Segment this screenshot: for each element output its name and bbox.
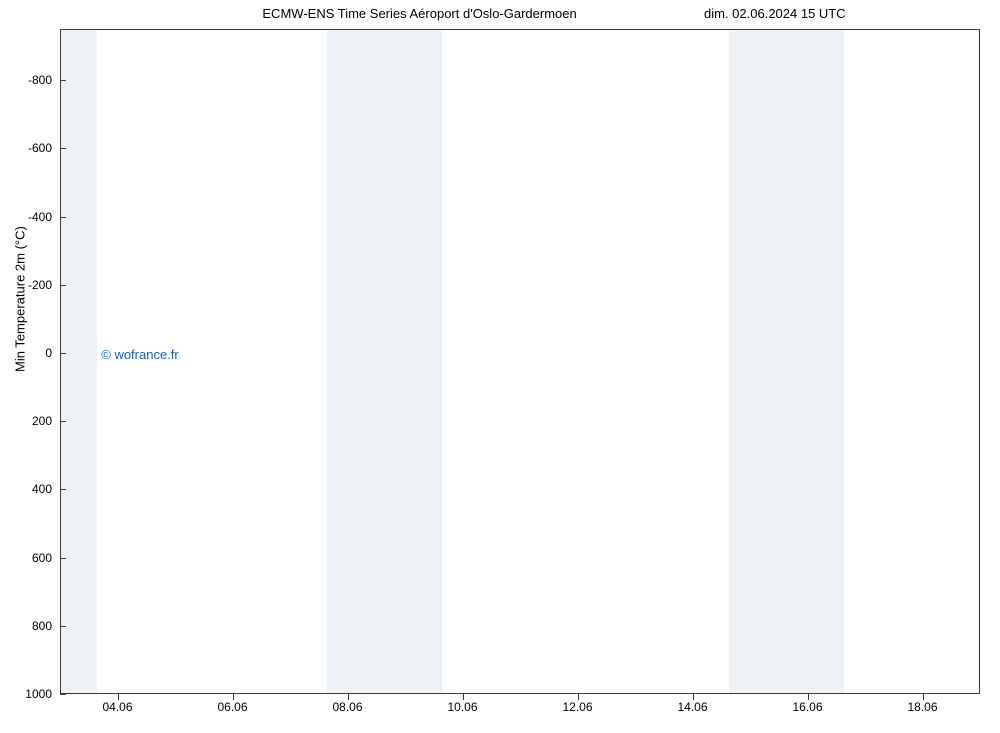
chart-container: ECMW-ENS Time Series Aéroport d'Oslo-Gar… bbox=[0, 0, 1000, 733]
y-tick-mark bbox=[60, 626, 66, 627]
x-tick-label: 12.06 bbox=[562, 700, 592, 714]
x-tick-mark bbox=[578, 694, 579, 700]
chart-title-right: dim. 02.06.2024 15 UTC bbox=[704, 6, 846, 21]
x-tick-label: 04.06 bbox=[102, 700, 132, 714]
y-tick-mark bbox=[60, 694, 66, 695]
y-tick-label: -400 bbox=[12, 210, 52, 224]
x-tick-label: 08.06 bbox=[332, 700, 362, 714]
shaded-band bbox=[327, 30, 385, 693]
shaded-band bbox=[384, 30, 442, 693]
x-tick-label: 16.06 bbox=[792, 700, 822, 714]
y-tick-label: 1000 bbox=[12, 687, 52, 701]
plot-area: © wofrance.fr bbox=[60, 29, 980, 694]
y-tick-label: 400 bbox=[12, 482, 52, 496]
y-tick-mark bbox=[60, 285, 66, 286]
x-tick-mark bbox=[348, 694, 349, 700]
y-tick-label: -800 bbox=[12, 73, 52, 87]
chart-title-left: ECMW-ENS Time Series Aéroport d'Oslo-Gar… bbox=[262, 6, 576, 21]
x-tick-mark bbox=[923, 694, 924, 700]
shaded-band bbox=[729, 30, 787, 693]
x-tick-label: 14.06 bbox=[677, 700, 707, 714]
x-tick-mark bbox=[463, 694, 464, 700]
y-tick-mark bbox=[60, 421, 66, 422]
y-tick-label: -600 bbox=[12, 141, 52, 155]
y-tick-mark bbox=[60, 353, 66, 354]
shaded-band bbox=[787, 30, 845, 693]
x-tick-mark bbox=[808, 694, 809, 700]
y-tick-mark bbox=[60, 80, 66, 81]
x-tick-mark bbox=[693, 694, 694, 700]
y-tick-mark bbox=[60, 217, 66, 218]
y-tick-mark bbox=[60, 558, 66, 559]
y-tick-mark bbox=[60, 489, 66, 490]
x-tick-label: 10.06 bbox=[447, 700, 477, 714]
shaded-band bbox=[61, 30, 97, 693]
x-tick-label: 18.06 bbox=[907, 700, 937, 714]
x-tick-mark bbox=[118, 694, 119, 700]
x-tick-label: 06.06 bbox=[217, 700, 247, 714]
y-tick-label: 0 bbox=[12, 346, 52, 360]
y-tick-mark bbox=[60, 148, 66, 149]
y-tick-label: 800 bbox=[12, 619, 52, 633]
y-tick-label: 600 bbox=[12, 551, 52, 565]
y-tick-label: -200 bbox=[12, 278, 52, 292]
y-tick-label: 200 bbox=[12, 414, 52, 428]
watermark: © wofrance.fr bbox=[101, 347, 179, 362]
x-tick-mark bbox=[233, 694, 234, 700]
